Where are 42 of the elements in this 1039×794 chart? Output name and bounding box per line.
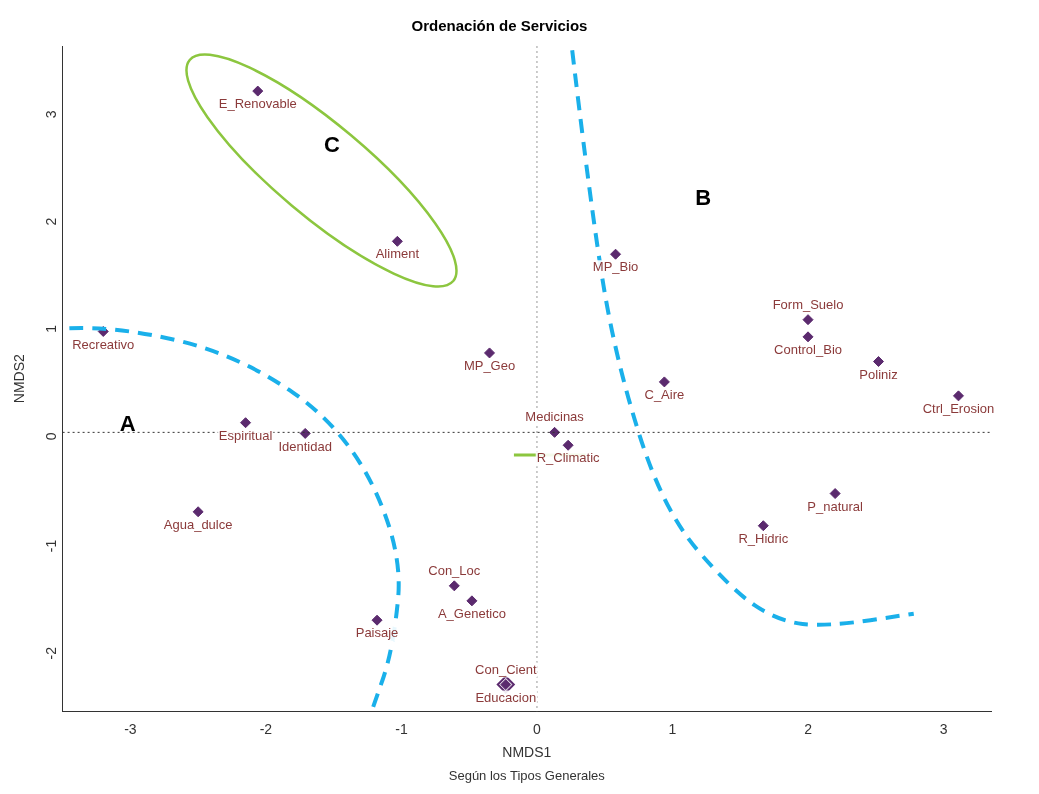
series-label: C_Aire (644, 387, 685, 402)
series-label: Paisaje (355, 625, 399, 641)
series-label: Ctrl_Erosion (922, 400, 995, 416)
y-axis-title: NMDS2 (11, 353, 28, 404)
y-tick-label: 3 (43, 110, 60, 119)
series-label: Aliment (375, 246, 420, 262)
series-label: R_Hidric (738, 530, 789, 546)
x-tick-label: -2 (259, 720, 273, 737)
series-label: Agua_dulce (163, 516, 233, 532)
x-tick-label: -3 (124, 720, 137, 737)
series-label: Identidad (278, 438, 332, 454)
x-axis-title: NMDS1 (502, 744, 552, 761)
series-label: E_Renovable (218, 96, 297, 112)
annotation: B (695, 185, 712, 211)
series-label: Poliniz (859, 366, 898, 382)
x-tick-label: 2 (804, 720, 813, 737)
annotation: A (119, 411, 136, 437)
series-label: Educacion (475, 689, 537, 705)
series-label: P_natural (807, 498, 864, 514)
annotation: C (323, 131, 340, 157)
y-tick-label: 1 (43, 324, 60, 333)
x-tick-label: 0 (533, 720, 542, 737)
series-label: MP_Bio (592, 259, 639, 275)
y-tick-label: 2 (43, 217, 60, 226)
x-tick-label: -1 (395, 720, 408, 737)
series-label: Con_Cient (475, 661, 537, 677)
series-label: A_Genetico (437, 605, 506, 621)
series-label: Recreativo (72, 336, 135, 352)
series-label: Espiritual (218, 427, 273, 443)
series-label: Control_Bio (774, 341, 843, 357)
y-tick-label: 0 (43, 432, 60, 441)
chart-title: Ordenación de Servicios (411, 17, 588, 35)
series-label: R_Climatic (536, 450, 601, 466)
x-tick-label: 1 (668, 720, 677, 737)
y-tick-label: -2 (43, 646, 60, 660)
series-label: Medicinas (525, 409, 585, 425)
series-label: Con_Loc (428, 562, 481, 578)
text: Según los Tipos Generales (448, 767, 606, 783)
y-tick-label: -1 (43, 539, 60, 553)
series-label: MP_Geo (463, 358, 516, 374)
series-label: Form_Suelo (772, 296, 844, 312)
x-tick-label: 3 (939, 720, 948, 737)
